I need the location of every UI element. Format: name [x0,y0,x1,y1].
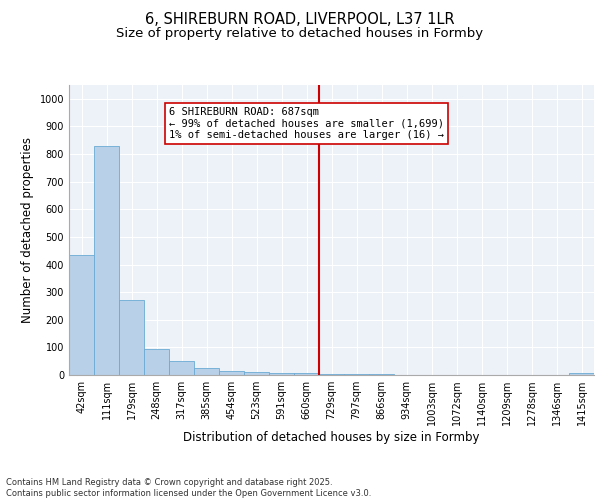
Bar [69,255,94,375]
Bar [319,374,344,375]
Text: Contains HM Land Registry data © Crown copyright and database right 2025.
Contai: Contains HM Land Registry data © Crown c… [6,478,371,498]
Bar [569,373,594,375]
Bar [269,373,294,375]
Bar [194,368,219,375]
Bar [219,371,244,375]
Bar [369,374,394,375]
Bar [294,373,319,375]
Bar [244,372,269,375]
X-axis label: Distribution of detached houses by size in Formby: Distribution of detached houses by size … [183,431,480,444]
Text: Size of property relative to detached houses in Formby: Size of property relative to detached ho… [116,28,484,40]
Bar [144,349,169,375]
Y-axis label: Number of detached properties: Number of detached properties [21,137,34,323]
Bar [169,361,194,375]
Bar [119,300,144,375]
Bar [344,374,369,375]
Bar [94,146,119,375]
Text: 6 SHIREBURN ROAD: 687sqm
← 99% of detached houses are smaller (1,699)
1% of semi: 6 SHIREBURN ROAD: 687sqm ← 99% of detach… [169,107,444,140]
Text: 6, SHIREBURN ROAD, LIVERPOOL, L37 1LR: 6, SHIREBURN ROAD, LIVERPOOL, L37 1LR [145,12,455,28]
